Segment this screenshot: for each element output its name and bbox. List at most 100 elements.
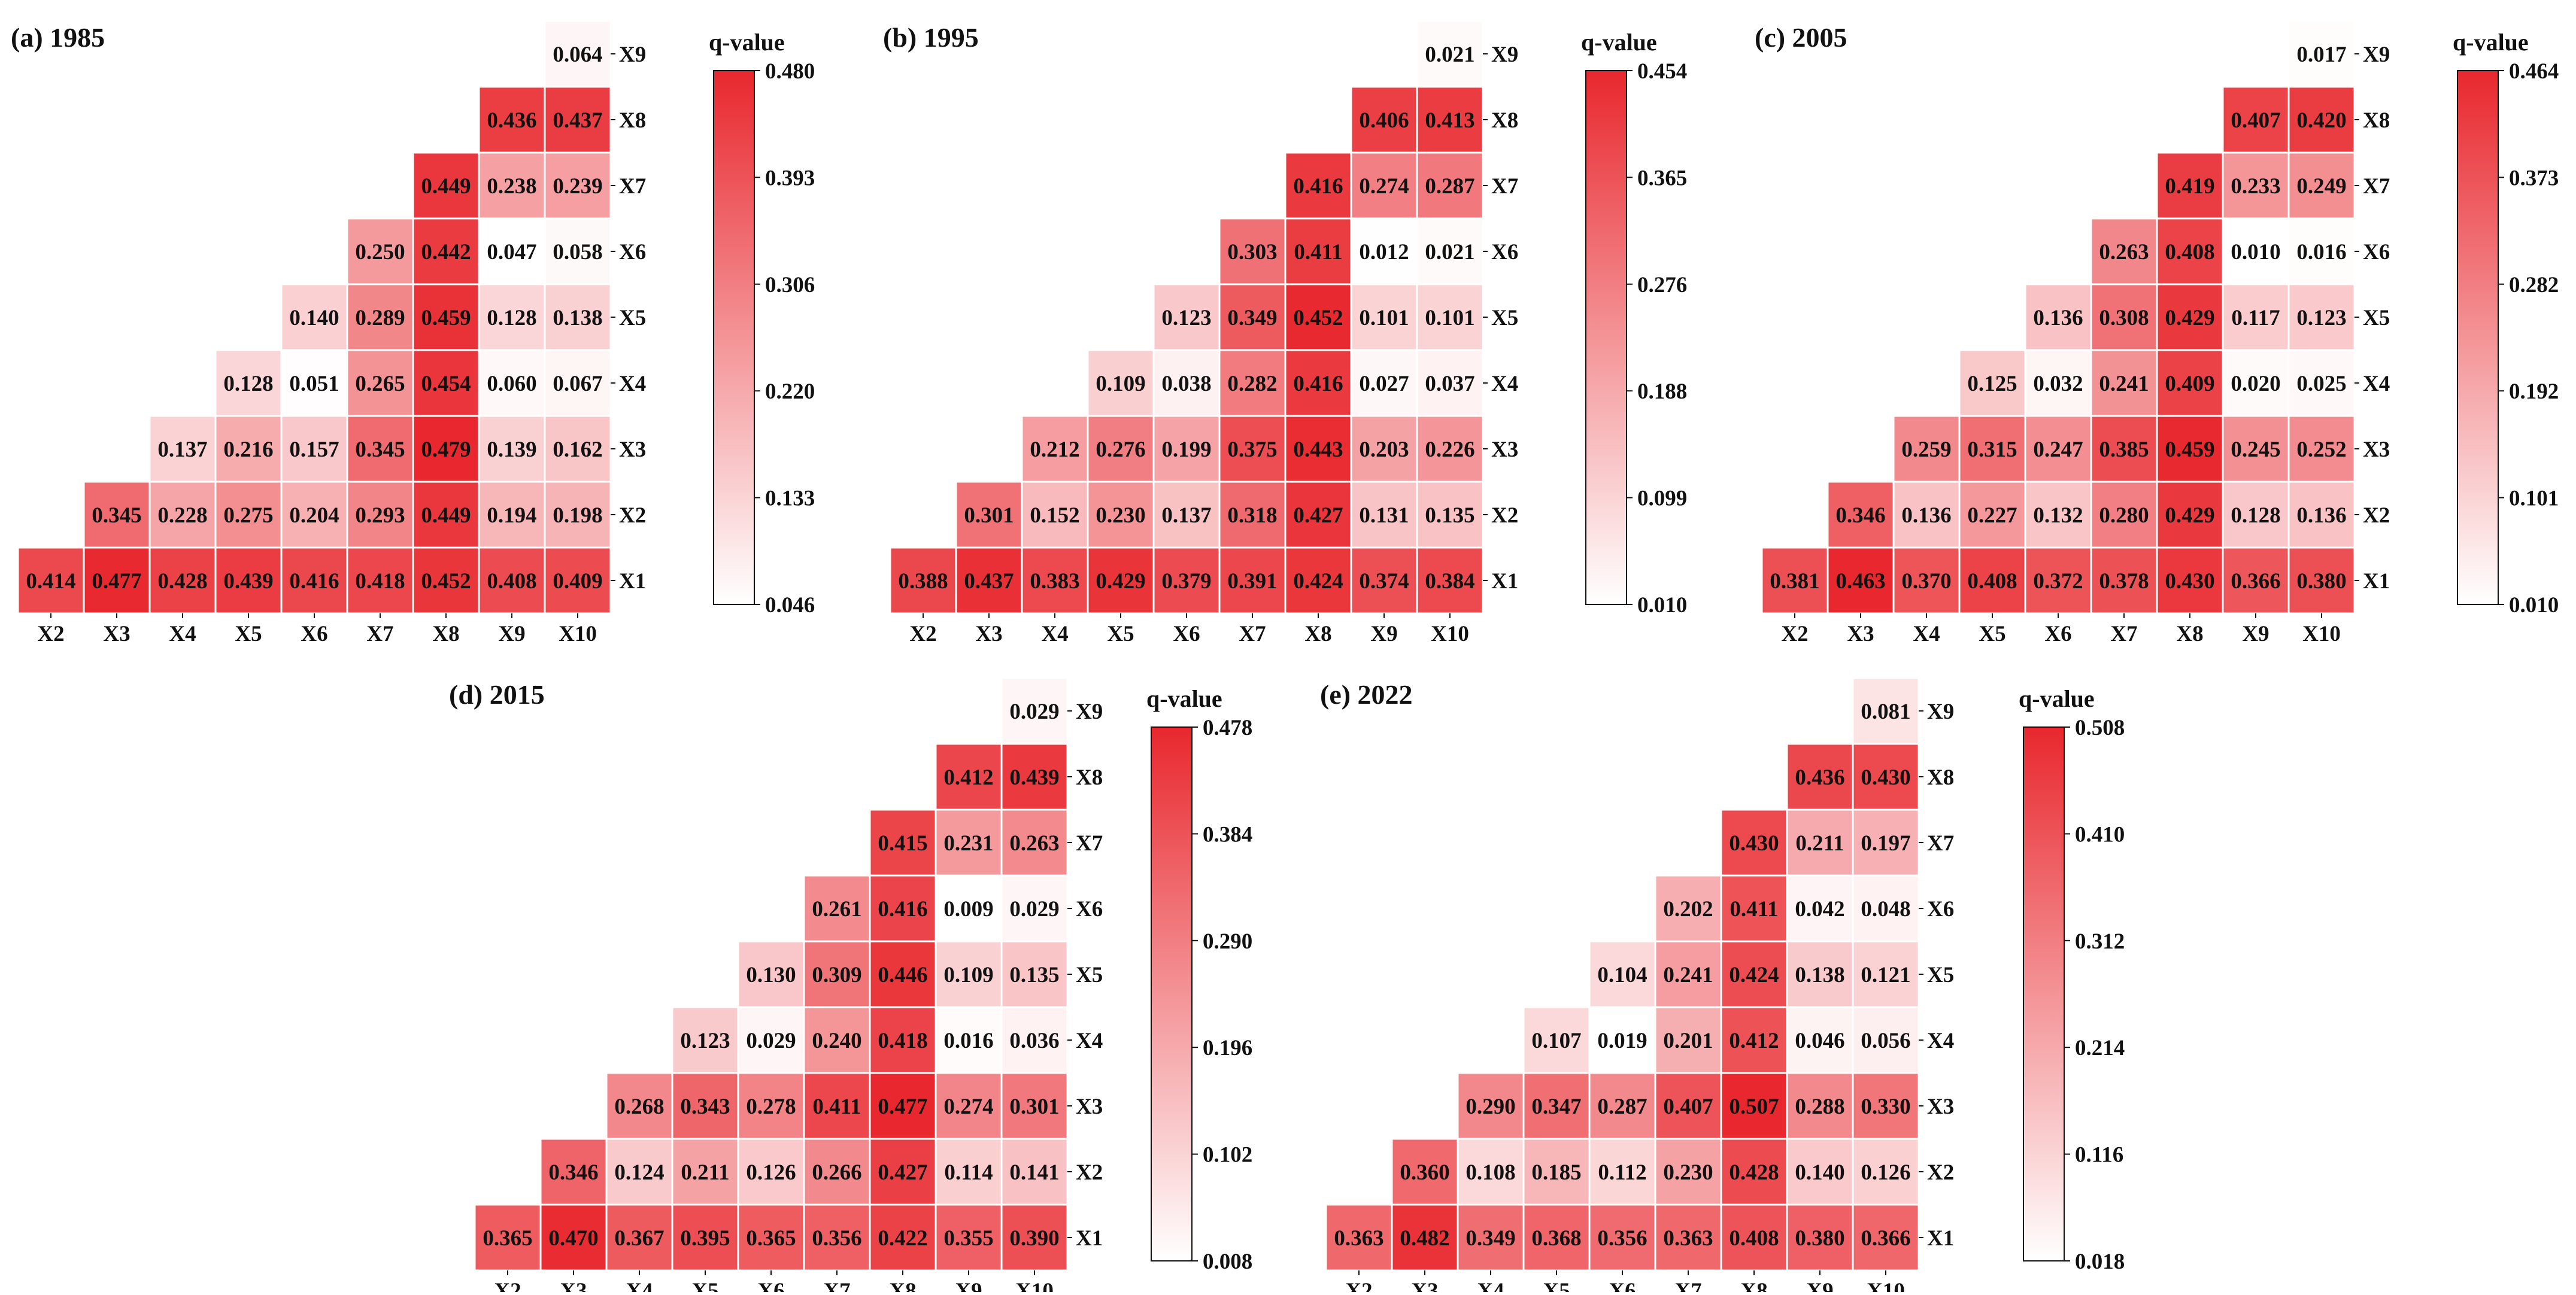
heatmap-cell [1350,546,1418,615]
cell-value-label: 0.479 [421,437,471,462]
colorbar-tick-label: 0.102 [1203,1143,1252,1168]
heatmap-cell [671,1006,739,1074]
heatmap-cell [1720,1138,1788,1206]
cell-value-label: 0.126 [1861,1160,1910,1185]
cell-value-label: 0.318 [1227,503,1277,528]
cell-value-label: 0.016 [2296,240,2346,265]
colorbar-tick-label: 0.373 [2509,166,2559,190]
colorbar-tick-label: 0.454 [1637,59,1687,84]
cell-value-label: 0.346 [548,1160,598,1185]
x-tick-label: X10 [559,622,597,646]
cell-value-label: 0.010 [2231,240,2280,265]
heatmap-cell [1654,1072,1722,1140]
cell-value-label: 0.227 [1967,503,2017,528]
cell-value-label: 0.383 [1030,569,1079,594]
heatmap-cell [2090,217,2158,285]
colorbar-title: q-value [1581,29,1657,56]
cell-value-label: 0.012 [1359,240,1409,265]
cell-value-label: 0.247 [2033,437,2083,462]
cell-value-label: 0.414 [26,569,75,594]
cell-value-label: 0.409 [553,569,602,594]
cell-value-label: 0.381 [1770,569,1819,594]
cell-value-label: 0.201 [1663,1029,1713,1053]
x-tick-label: X4 [169,622,196,646]
cell-value-label: 0.203 [1359,437,1409,462]
cell-value-label: 0.064 [553,42,602,67]
colorbar-tick-label: 0.133 [765,487,815,511]
x-tick-label: X2 [37,622,64,646]
cell-value-label: 0.346 [1835,503,1885,528]
y-tick-label: X4 [1927,1029,1954,1053]
heatmap-cell [934,808,1003,877]
cell-value-label: 0.027 [1359,372,1409,396]
heatmap-cell [478,283,546,351]
heatmap-cell [1218,217,1287,285]
cell-value-label: 0.137 [1161,503,1211,528]
x-tick-label: X4 [1041,622,1068,646]
cell-value-label: 0.420 [2296,108,2346,133]
y-tick-label: X7 [1927,831,1954,856]
cell-value-label: 0.330 [1861,1095,1910,1119]
heatmap-cell [1000,1138,1069,1206]
heatmap-cell [1720,940,1788,1008]
cell-value-label: 0.430 [1861,765,1910,790]
heatmap-cell [544,151,612,220]
cell-value-label: 0.211 [681,1160,729,1185]
heatmap-cell [346,546,414,615]
heatmap-cell [869,874,937,943]
cell-value-label: 0.252 [2296,437,2346,462]
cell-value-label: 0.452 [421,569,471,594]
cell-value-label: 0.301 [964,503,1014,528]
cell-value-label: 0.131 [1359,503,1409,528]
heatmap-cell [1416,151,1484,220]
heatmap-cell [2090,546,2158,615]
cell-value-label: 0.430 [2165,569,2214,594]
x-tick-label: X5 [235,622,262,646]
cell-value-label: 0.048 [1861,897,1910,922]
heatmap-cell [1761,546,1829,615]
cell-value-label: 0.136 [2296,503,2346,528]
cell-value-label: 0.446 [878,963,927,987]
cell-value-label: 0.287 [1597,1095,1647,1119]
cell-value-label: 0.016 [943,1029,993,1053]
y-tick-label: X3 [1076,1095,1103,1119]
x-tick-label: X9 [1806,1279,1833,1292]
heatmap-cell [2287,151,2356,220]
heatmap-cell [2156,481,2224,549]
cell-value-label: 0.379 [1161,569,1211,594]
heatmap-cell [2156,283,2224,351]
heatmap-cell [1522,1072,1591,1140]
heatmap-cell [1958,349,2026,417]
heatmap-cell [1786,874,1854,943]
cell-value-label: 0.442 [421,240,471,265]
heatmap-cell [1152,349,1221,417]
cell-value-label: 0.411 [1294,240,1342,265]
heatmap-cell [214,415,283,483]
heatmap-cell [1000,874,1069,943]
y-tick-label: X7 [1076,831,1103,856]
cell-value-label: 0.250 [355,240,405,265]
cell-value-label: 0.152 [1030,503,1079,528]
cell-value-label: 0.140 [1795,1160,1844,1185]
colorbar-tick-label: 0.018 [2075,1250,2125,1274]
cell-value-label: 0.411 [812,1095,861,1119]
x-tick-label: X7 [366,622,393,646]
cell-value-label: 0.139 [487,437,536,462]
cell-value-label: 0.211 [1795,831,1844,856]
cell-value-label: 0.366 [1861,1226,1910,1251]
panel-title: (e) 2022 [1320,679,1413,710]
heatmap-cell [214,481,283,549]
x-tick-label: X2 [1345,1279,1372,1292]
y-tick-label: X9 [1927,700,1954,724]
heatmap-cell [803,940,871,1008]
heatmap-cell [83,481,151,549]
cell-value-label: 0.409 [2165,372,2214,396]
colorbar-tick-label: 0.410 [2075,822,2125,847]
cell-value-label: 0.046 [1795,1029,1844,1053]
heatmap-cell [1720,1072,1788,1140]
heatmap-cell [1852,677,1920,745]
colorbar-tick-label: 0.276 [1637,273,1687,297]
cell-value-label: 0.347 [1531,1095,1581,1119]
heatmap-cell [2287,217,2356,285]
cell-value-label: 0.226 [1425,437,1474,462]
